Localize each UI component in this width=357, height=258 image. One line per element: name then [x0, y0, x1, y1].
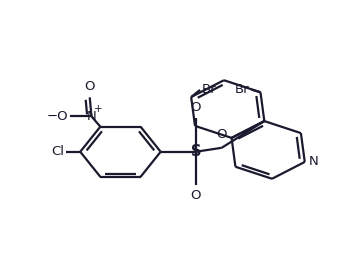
Text: Cl: Cl [51, 145, 64, 158]
Text: +: + [94, 104, 102, 114]
Text: −O: −O [47, 110, 69, 123]
Text: Br: Br [202, 83, 216, 96]
Text: N: N [87, 110, 96, 123]
Text: O: O [191, 189, 201, 202]
Text: O: O [191, 101, 201, 114]
Text: O: O [216, 128, 227, 141]
Text: Br: Br [235, 83, 250, 96]
Text: N: N [309, 156, 319, 168]
Text: O: O [85, 80, 95, 93]
Text: S: S [191, 144, 201, 159]
